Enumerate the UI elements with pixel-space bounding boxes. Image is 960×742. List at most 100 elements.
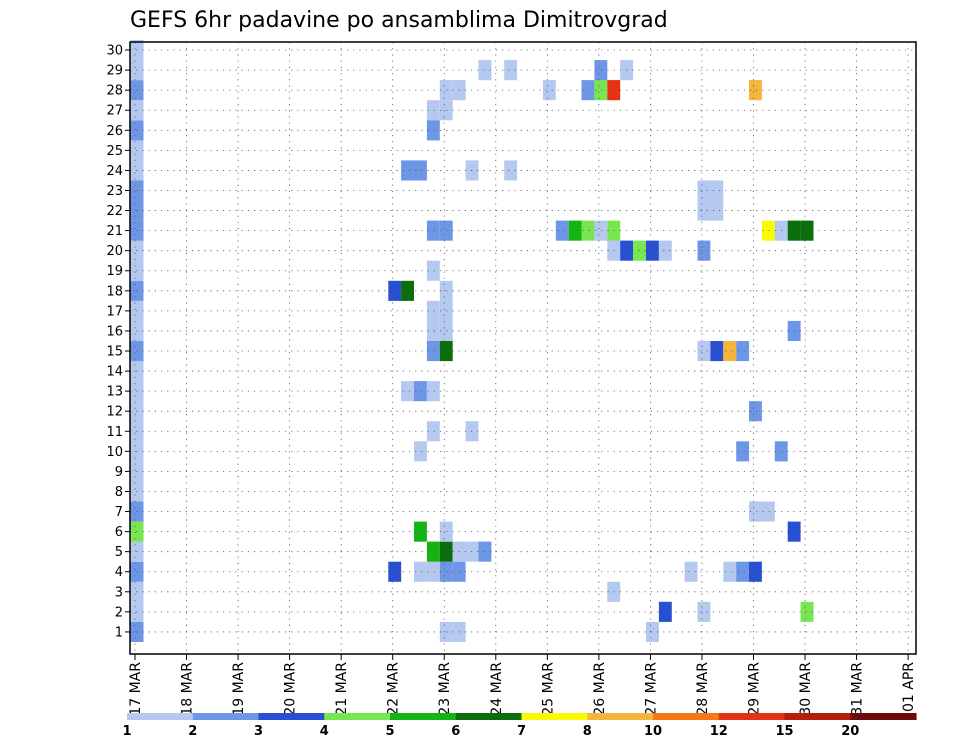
y-tick-label: 7 bbox=[115, 505, 123, 520]
legend-swatch bbox=[521, 713, 588, 720]
heatmap-cell bbox=[736, 561, 750, 582]
heatmap-cell bbox=[555, 220, 569, 241]
heatmap-cell bbox=[426, 541, 440, 562]
legend-label: 20 bbox=[841, 724, 859, 739]
heatmap-cell bbox=[697, 601, 711, 622]
plot-frame bbox=[129, 41, 917, 655]
y-tick-label: 12 bbox=[106, 405, 123, 420]
heatmap-cell bbox=[581, 80, 595, 101]
y-tick-label: 13 bbox=[106, 385, 123, 400]
axis-ticks: 1234567891011121314151617181920212223242… bbox=[106, 44, 917, 716]
x-tick-label: 21 MAR bbox=[334, 662, 350, 716]
heatmap-cell bbox=[426, 260, 440, 281]
y-tick-label: 19 bbox=[106, 264, 123, 279]
legend-label: 2 bbox=[188, 724, 197, 739]
legend-label: 15 bbox=[775, 724, 793, 739]
y-tick-label: 6 bbox=[115, 525, 123, 540]
heatmap-cell bbox=[426, 220, 440, 241]
y-tick-label: 11 bbox=[106, 425, 123, 440]
heatmap-cell bbox=[761, 220, 775, 241]
x-tick-label: 27 MAR bbox=[643, 662, 659, 716]
x-tick-label: 18 MAR bbox=[180, 662, 196, 716]
heatmap-cell bbox=[684, 561, 698, 582]
legend-swatch bbox=[324, 713, 391, 720]
y-tick-label: 30 bbox=[106, 44, 123, 59]
legend-swatch bbox=[455, 713, 523, 720]
heatmap-cell bbox=[697, 341, 711, 362]
heatmap-cell bbox=[401, 280, 414, 301]
y-tick-label: 20 bbox=[106, 244, 123, 259]
y-tick-label: 22 bbox=[106, 204, 123, 219]
heatmap-cell bbox=[749, 401, 762, 422]
heatmap-cell bbox=[388, 280, 402, 301]
heatmap-cell bbox=[749, 561, 762, 582]
legend-swatch bbox=[587, 713, 654, 720]
heatmap-cell bbox=[749, 501, 762, 522]
y-tick-label: 24 bbox=[106, 164, 123, 179]
y-tick-label: 14 bbox=[106, 365, 123, 380]
y-tick-label: 21 bbox=[106, 224, 123, 239]
x-tick-label: 26 MAR bbox=[592, 662, 608, 716]
y-tick-label: 2 bbox=[115, 605, 123, 620]
heatmap-cell bbox=[723, 561, 737, 582]
heatmap-cell bbox=[414, 381, 427, 402]
x-tick-label: 22 MAR bbox=[386, 662, 402, 716]
x-tick-label: 01 APR bbox=[901, 662, 917, 712]
heatmap-cell bbox=[414, 160, 427, 181]
heatmap-cell bbox=[736, 341, 750, 362]
heatmap-cell bbox=[388, 561, 402, 582]
heatmap-cell bbox=[504, 160, 518, 181]
legend-swatch bbox=[192, 713, 260, 720]
heatmap-cell bbox=[504, 60, 518, 81]
heatmap-cell bbox=[658, 601, 672, 622]
grid-lines bbox=[130, 42, 916, 654]
heatmap-cell bbox=[594, 80, 608, 101]
y-tick-label: 28 bbox=[106, 84, 123, 99]
legend-label: 3 bbox=[254, 724, 263, 739]
heatmap-cell bbox=[800, 601, 814, 622]
legend-swatch bbox=[653, 713, 720, 720]
heatmap-cell bbox=[401, 160, 414, 181]
heatmap-cell bbox=[697, 240, 711, 261]
x-tick-label: 17 MAR bbox=[128, 662, 144, 716]
heatmap-cell bbox=[594, 220, 608, 241]
heatmap-cell bbox=[426, 341, 440, 362]
y-tick-label: 10 bbox=[106, 445, 123, 460]
x-tick-label: 24 MAR bbox=[489, 662, 505, 716]
legend-label: 4 bbox=[320, 724, 329, 739]
heatmap-cell bbox=[414, 521, 427, 542]
y-tick-label: 16 bbox=[106, 324, 123, 339]
heatmap-cell bbox=[426, 300, 440, 321]
x-tick-label: 29 MAR bbox=[747, 662, 763, 716]
heatmap-cell bbox=[736, 441, 750, 462]
heatmap-cell bbox=[749, 80, 762, 101]
legend-swatch bbox=[258, 713, 325, 720]
legend-label: 10 bbox=[644, 724, 662, 739]
chart-title: GEFS 6hr padavine po ansamblima Dimitrov… bbox=[130, 8, 668, 33]
legend-swatch bbox=[784, 713, 851, 720]
y-tick-label: 25 bbox=[106, 144, 123, 159]
x-tick-label: 20 MAR bbox=[283, 662, 299, 716]
heatmap-cell bbox=[710, 200, 724, 221]
color-legend: 1 2 3 4 5 6 7 8 10 12 15 20 bbox=[122, 713, 917, 739]
y-tick-label: 26 bbox=[106, 124, 123, 139]
y-tick-label: 17 bbox=[106, 304, 123, 319]
y-tick-label: 23 bbox=[106, 184, 123, 199]
x-tick-label: 30 MAR bbox=[798, 662, 814, 716]
heatmap-cell bbox=[658, 240, 672, 261]
y-tick-label: 3 bbox=[115, 585, 123, 600]
y-tick-label: 8 bbox=[115, 485, 123, 500]
heatmap-cell bbox=[710, 341, 724, 362]
heatmap-cell bbox=[568, 220, 582, 241]
heatmap-cell bbox=[723, 341, 737, 362]
y-tick-label: 9 bbox=[115, 465, 123, 480]
y-tick-label: 5 bbox=[115, 545, 123, 560]
heatmap-cell bbox=[426, 320, 440, 341]
legend-label: 12 bbox=[710, 724, 728, 739]
legend-swatch bbox=[718, 713, 786, 720]
heatmap-cell bbox=[581, 220, 595, 241]
y-tick-label: 4 bbox=[115, 565, 123, 580]
heatmap-cell bbox=[426, 100, 440, 121]
heatmap-cell bbox=[478, 60, 492, 81]
